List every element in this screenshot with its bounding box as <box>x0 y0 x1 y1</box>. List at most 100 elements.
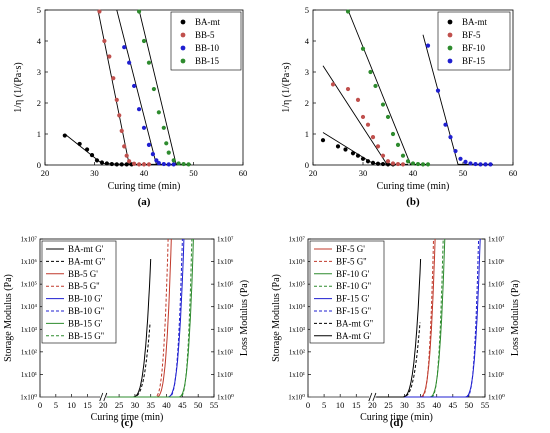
legend-label: BF-5 G'' <box>336 256 367 266</box>
data-point <box>360 156 366 161</box>
data-point <box>164 141 169 146</box>
data-point <box>345 9 351 14</box>
y-right-tick-label: 1x10⁷ <box>217 236 234 244</box>
legend-marker <box>180 45 186 51</box>
series-line <box>376 238 436 398</box>
data-point <box>146 162 152 167</box>
y-axis-label: 1/η (1/(Pa·s) <box>281 62 292 113</box>
data-point <box>141 125 147 130</box>
data-point <box>458 156 463 161</box>
legend-marker <box>180 58 186 64</box>
y-tick-label: 0 <box>305 160 309 170</box>
data-point <box>171 162 176 167</box>
legend-label: BA-mt G' <box>68 244 104 254</box>
data-point <box>375 161 381 166</box>
legend-label: BF-15 <box>462 56 486 66</box>
x-tick-label: 15 <box>83 400 92 410</box>
data-point <box>380 102 386 107</box>
y-tick-label: 1x10⁵ <box>289 281 306 289</box>
data-point <box>166 150 171 155</box>
x-tick-label: 30 <box>359 168 368 178</box>
fit-line <box>138 9 192 165</box>
y-right-tick-label: 1x10¹ <box>217 371 233 379</box>
y-tick-label: 1x10³ <box>289 326 305 334</box>
legend-marker <box>180 19 186 25</box>
data-point <box>453 148 458 154</box>
legend-label: BA-mt G'' <box>68 256 105 266</box>
legend-label: BB-10 <box>195 43 220 53</box>
data-point <box>355 153 361 158</box>
data-point <box>365 122 371 127</box>
data-point <box>330 82 336 87</box>
data-point <box>161 125 166 130</box>
legend-box <box>309 240 385 344</box>
data-point <box>370 135 376 140</box>
x-tick-label: 40 <box>162 400 171 410</box>
y-right-tick-label: 1x10⁵ <box>488 281 505 289</box>
series-line <box>107 238 193 398</box>
data-point <box>390 131 396 137</box>
x-tick-label: 10 <box>336 400 345 410</box>
legend-marker <box>447 45 453 51</box>
x-tick-label: 45 <box>449 400 458 410</box>
x-tick-label: 25 <box>384 400 393 410</box>
y-tick-label: 1x10⁵ <box>21 281 38 289</box>
legend-marker <box>447 32 453 38</box>
x-tick-label: 40 <box>140 168 149 178</box>
y-tick-label: 1x10⁶ <box>21 258 38 266</box>
legend-label: BA-mt G' <box>336 331 372 341</box>
axis-break-mark <box>99 392 104 402</box>
y-axis-label: Storage Modulus (Pa) <box>271 274 282 362</box>
y-tick-label: 1x10² <box>21 348 37 356</box>
data-point <box>443 122 448 127</box>
fit-line <box>116 9 179 165</box>
x-axis-label: Curing time (min) <box>377 181 450 192</box>
data-point <box>107 54 112 59</box>
legend-label: BB-5 <box>195 30 215 40</box>
x-tick-label: 50 <box>194 400 203 410</box>
data-point <box>350 151 356 156</box>
y-tick-label: 1x10⁴ <box>21 303 38 311</box>
data-point <box>370 160 376 165</box>
legend-box <box>41 240 117 344</box>
data-point <box>89 152 95 158</box>
data-point <box>345 86 351 92</box>
legend-label: BF-10 G' <box>336 269 370 279</box>
data-point <box>176 161 181 166</box>
data-point <box>97 9 102 14</box>
axis-break-mark <box>372 392 377 402</box>
legend-label: BF-5 G' <box>336 244 365 254</box>
x-tick-label: 40 <box>432 400 441 410</box>
legend-label: BB-10 G' <box>68 294 103 304</box>
y-tick-label: 0 <box>37 160 41 170</box>
x-tick-label: 45 <box>178 400 187 410</box>
panel-b: 20 30 40 50 60 0 1 2 3 4 5 Curing time (min) 1/η (1/… <box>281 5 517 208</box>
series-line <box>376 238 480 398</box>
y-tick-label: 1 <box>37 129 41 139</box>
data-point <box>380 153 386 158</box>
data-point <box>151 86 156 92</box>
x-tick-label: 0 <box>38 400 42 410</box>
data-point <box>373 83 378 89</box>
data-point <box>122 45 127 50</box>
series-line <box>107 238 169 398</box>
y-tick-label: 2 <box>305 98 309 108</box>
fit-line <box>97 9 159 165</box>
data-point <box>146 60 152 65</box>
data-point <box>119 128 124 133</box>
series-line <box>376 258 422 398</box>
y-tick-label: 1x10⁴ <box>289 303 306 311</box>
y-right-tick-label: 1x10⁶ <box>217 258 234 266</box>
y-tick-label: 1x10⁰ <box>288 394 305 402</box>
x-tick-label: 25 <box>115 400 124 410</box>
legend-label: BF-10 G'' <box>336 281 371 291</box>
y-tick-label: 1x10² <box>289 348 305 356</box>
data-point <box>146 142 152 147</box>
panel-label: (c) <box>121 417 134 429</box>
x-tick-label: 60 <box>509 168 518 178</box>
x-tick-label: 50 <box>465 400 474 410</box>
data-point <box>360 114 366 120</box>
data-point <box>132 161 137 166</box>
